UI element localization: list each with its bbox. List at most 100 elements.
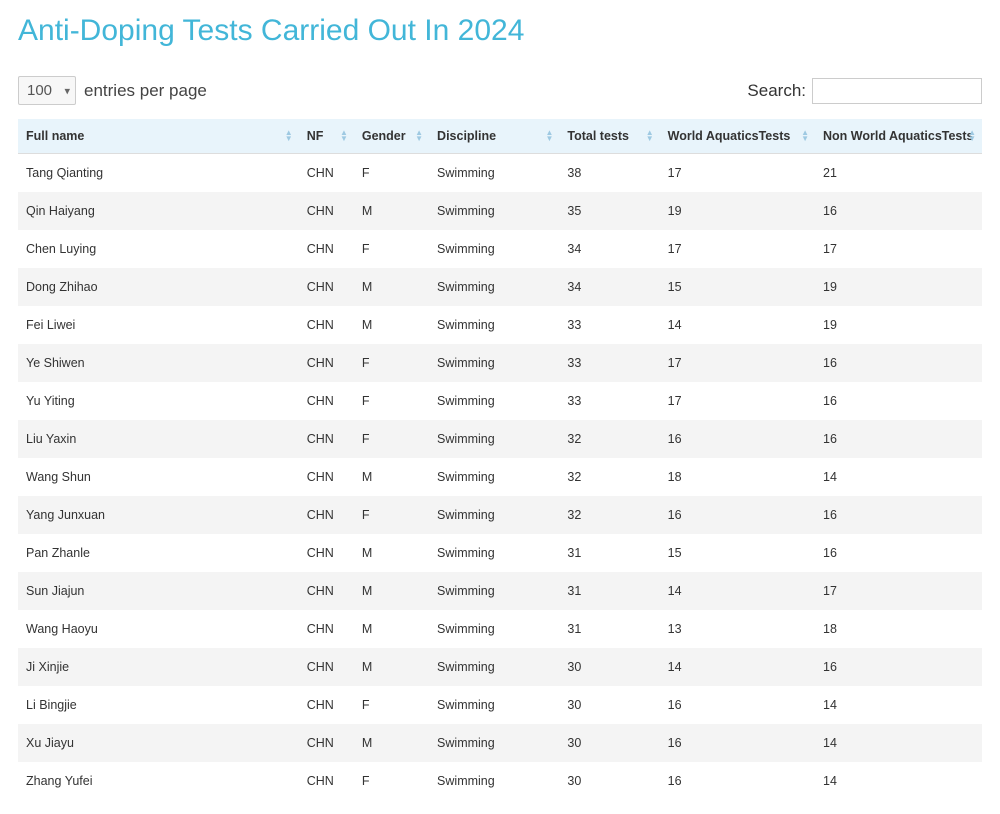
cell-full-name: Ye Shiwen [18, 344, 299, 382]
column-header-nf[interactable]: NF ▲▼ [299, 119, 354, 154]
cell-total-tests: 33 [559, 344, 659, 382]
cell-gender: M [354, 268, 429, 306]
cell-discipline: Swimming [429, 154, 559, 193]
cell-non-world-aquatics-tests: 16 [815, 344, 982, 382]
cell-nf: CHN [299, 344, 354, 382]
sort-icon[interactable]: ▲▼ [285, 130, 293, 142]
table-header-row: Full name▲▼NF▲▼Gender▲▼Discipline▲▼Total… [18, 119, 982, 154]
cell-full-name: Li Bingjie [18, 686, 299, 724]
cell-discipline: Swimming [429, 192, 559, 230]
cell-discipline: Swimming [429, 268, 559, 306]
cell-non-world-aquatics-tests: 18 [815, 610, 982, 648]
cell-total-tests: 34 [559, 230, 659, 268]
cell-full-name: Fei Liwei [18, 306, 299, 344]
cell-world-aquatics-tests: 17 [660, 230, 815, 268]
table-row: Wang ShunCHNMSwimming321814 [18, 458, 982, 496]
column-label: NF [307, 129, 324, 143]
cell-total-tests: 31 [559, 572, 659, 610]
column-label: Total tests [567, 129, 629, 143]
cell-world-aquatics-tests: 13 [660, 610, 815, 648]
table-row: Yang JunxuanCHNFSwimming321616 [18, 496, 982, 534]
table-row: Xu JiayuCHNMSwimming301614 [18, 724, 982, 762]
cell-non-world-aquatics-tests: 14 [815, 458, 982, 496]
sort-icon[interactable]: ▲▼ [801, 130, 809, 142]
cell-total-tests: 38 [559, 154, 659, 193]
table-row: Tang QiantingCHNFSwimming381721 [18, 154, 982, 193]
entries-select-wrap: 100 ▾ [18, 76, 76, 105]
cell-world-aquatics-tests: 16 [660, 686, 815, 724]
cell-non-world-aquatics-tests: 17 [815, 572, 982, 610]
search-group: Search: [747, 78, 982, 104]
cell-nf: CHN [299, 420, 354, 458]
sort-icon[interactable]: ▲▼ [968, 130, 976, 142]
column-label: World AquaticsTests [668, 129, 791, 143]
cell-total-tests: 33 [559, 306, 659, 344]
search-label: Search: [747, 81, 806, 101]
cell-world-aquatics-tests: 16 [660, 762, 815, 800]
cell-full-name: Chen Luying [18, 230, 299, 268]
cell-nf: CHN [299, 306, 354, 344]
cell-gender: F [354, 762, 429, 800]
cell-full-name: Qin Haiyang [18, 192, 299, 230]
cell-non-world-aquatics-tests: 16 [815, 382, 982, 420]
cell-discipline: Swimming [429, 382, 559, 420]
cell-nf: CHN [299, 572, 354, 610]
cell-full-name: Wang Haoyu [18, 610, 299, 648]
cell-non-world-aquatics-tests: 19 [815, 306, 982, 344]
table-row: Ji XinjieCHNMSwimming301416 [18, 648, 982, 686]
sort-icon[interactable]: ▲▼ [545, 130, 553, 142]
sort-icon[interactable]: ▲▼ [646, 130, 654, 142]
search-input[interactable] [812, 78, 982, 104]
cell-gender: M [354, 306, 429, 344]
cell-total-tests: 30 [559, 648, 659, 686]
table-row: Ye ShiwenCHNFSwimming331716 [18, 344, 982, 382]
cell-full-name: Sun Jiajun [18, 572, 299, 610]
cell-total-tests: 32 [559, 458, 659, 496]
column-label: Discipline [437, 129, 496, 143]
cell-nf: CHN [299, 610, 354, 648]
cell-nf: CHN [299, 724, 354, 762]
column-header-gender[interactable]: Gender▲▼ [354, 119, 429, 154]
cell-full-name: Zhang Yufei [18, 762, 299, 800]
column-header-discipline[interactable]: Discipline ▲▼ [429, 119, 559, 154]
column-header-total-tests[interactable]: Total tests ▲▼ [559, 119, 659, 154]
cell-full-name: Dong Zhihao [18, 268, 299, 306]
cell-discipline: Swimming [429, 648, 559, 686]
cell-full-name: Ji Xinjie [18, 648, 299, 686]
cell-gender: M [354, 192, 429, 230]
table-row: Zhang YufeiCHNFSwimming301614 [18, 762, 982, 800]
cell-nf: CHN [299, 154, 354, 193]
sort-icon[interactable]: ▲▼ [415, 130, 423, 142]
cell-world-aquatics-tests: 14 [660, 306, 815, 344]
cell-discipline: Swimming [429, 610, 559, 648]
entries-select[interactable]: 100 [18, 76, 76, 105]
cell-full-name: Tang Qianting [18, 154, 299, 193]
column-header-non-world-aquatics-tests[interactable]: Non World AquaticsTests▲▼ [815, 119, 982, 154]
column-header-full-name[interactable]: Full name▲▼ [18, 119, 299, 154]
cell-nf: CHN [299, 268, 354, 306]
cell-discipline: Swimming [429, 724, 559, 762]
cell-gender: F [354, 420, 429, 458]
cell-total-tests: 32 [559, 420, 659, 458]
cell-non-world-aquatics-tests: 14 [815, 724, 982, 762]
column-header-world-aquatics-tests[interactable]: World AquaticsTests ▲▼ [660, 119, 815, 154]
cell-world-aquatics-tests: 15 [660, 268, 815, 306]
sort-icon[interactable]: ▲▼ [340, 130, 348, 142]
cell-total-tests: 34 [559, 268, 659, 306]
cell-full-name: Yu Yiting [18, 382, 299, 420]
cell-discipline: Swimming [429, 458, 559, 496]
table-row: Yu YitingCHNFSwimming331716 [18, 382, 982, 420]
column-label: Non World AquaticsTests [823, 129, 973, 143]
cell-world-aquatics-tests: 17 [660, 344, 815, 382]
cell-non-world-aquatics-tests: 19 [815, 268, 982, 306]
cell-world-aquatics-tests: 14 [660, 572, 815, 610]
cell-nf: CHN [299, 192, 354, 230]
cell-nf: CHN [299, 496, 354, 534]
cell-nf: CHN [299, 458, 354, 496]
cell-total-tests: 31 [559, 610, 659, 648]
cell-full-name: Yang Junxuan [18, 496, 299, 534]
page-title: Anti-Doping Tests Carried Out In 2024 [18, 14, 982, 48]
cell-discipline: Swimming [429, 306, 559, 344]
cell-total-tests: 33 [559, 382, 659, 420]
cell-total-tests: 30 [559, 686, 659, 724]
